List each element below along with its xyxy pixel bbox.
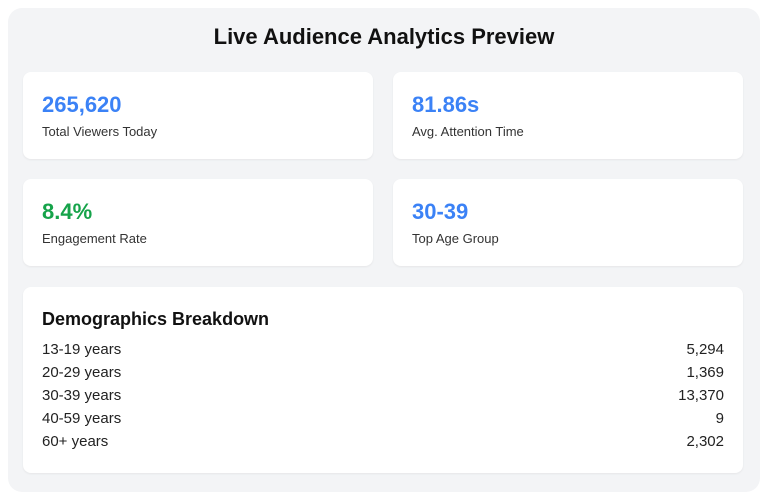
stat-label: Top Age Group	[412, 231, 499, 246]
demographic-row: 20-29 years 1,369	[42, 364, 724, 386]
demographics-title: Demographics Breakdown	[42, 309, 270, 329]
viewer-count: 9	[715, 410, 724, 427]
page-title: Live Audience Analytics Preview	[213, 24, 555, 49]
age-group: 60+ years	[42, 433, 109, 450]
demographic-row: 13-19 years 5,294	[42, 341, 724, 363]
viewer-count: 2,302	[686, 433, 724, 450]
demographic-row: 60+ years 2,302	[42, 433, 724, 455]
stat-label: Avg. Attention Time	[412, 124, 524, 139]
age-group: 13-19 years	[42, 341, 122, 358]
viewer-count: 1,369	[686, 364, 724, 381]
age-group: 30-39 years	[42, 387, 122, 404]
demographic-row: 40-59 years 9	[42, 410, 724, 432]
viewer-count: 13,370	[678, 387, 724, 404]
stat-card: 8.4% Engagement Rate	[23, 179, 373, 266]
stat-card: 81.86s Avg. Attention Time	[393, 72, 743, 159]
demographic-row: 30-39 years 13,370	[42, 387, 724, 409]
stat-card: 30-39 Top Age Group	[393, 179, 743, 266]
age-group: 20-29 years	[42, 364, 122, 381]
stat-label: Engagement Rate	[42, 231, 147, 246]
stat-value: 265,620	[42, 92, 122, 117]
stat-card: 265,620 Total Viewers Today	[23, 72, 373, 159]
stat-label: Total Viewers Today	[42, 124, 158, 139]
stat-value: 8.4%	[42, 199, 93, 224]
viewer-count: 5,294	[686, 341, 724, 358]
demographics-card: Demographics Breakdown 13-19 years 5,294 2…	[23, 287, 743, 473]
stat-value: 81.86s	[412, 92, 480, 117]
age-group: 40-59 years	[42, 410, 122, 427]
stat-value: 30-39	[412, 199, 469, 224]
